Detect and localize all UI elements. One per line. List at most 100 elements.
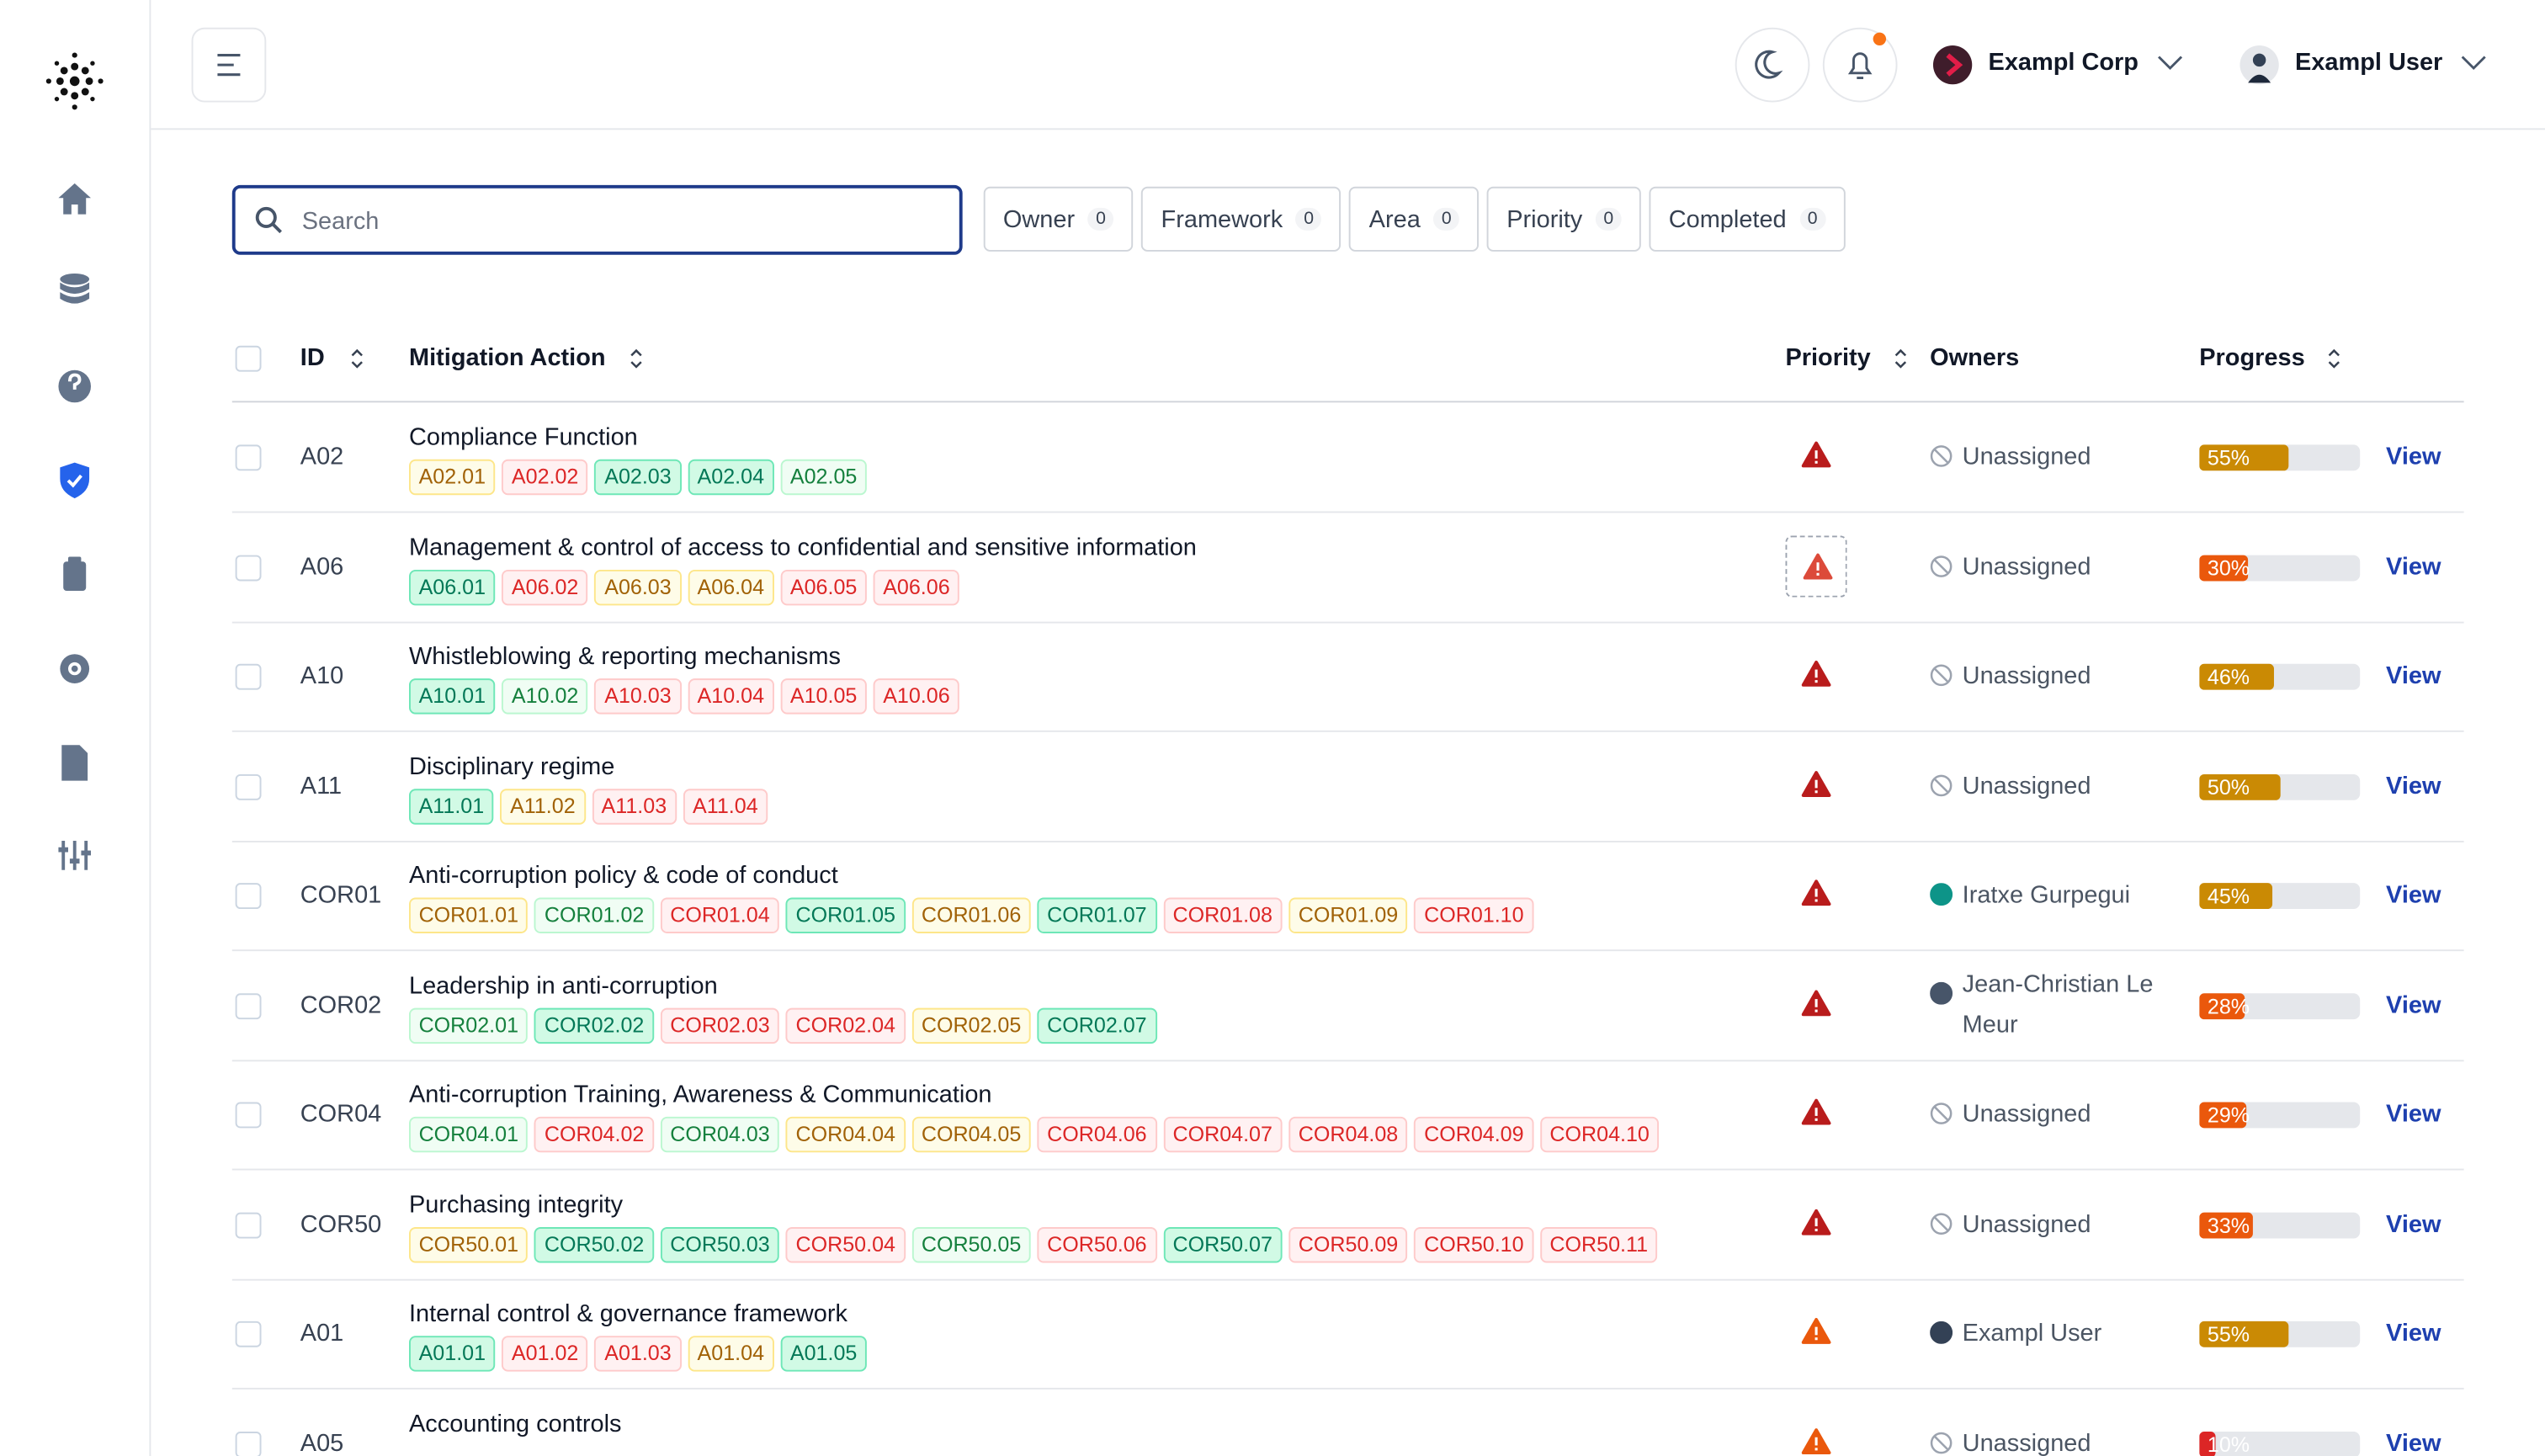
tag[interactable]: COR04.04 — [785, 1116, 906, 1153]
tag[interactable]: A01.05 — [780, 1336, 867, 1372]
tag[interactable]: A10.06 — [873, 678, 960, 715]
select-all[interactable] — [235, 345, 262, 372]
tag[interactable]: COR50.05 — [911, 1226, 1031, 1262]
tag[interactable]: A01.02 — [502, 1336, 588, 1372]
row-title[interactable]: Purchasing integrity — [409, 1190, 624, 1219]
row-title[interactable]: Disciplinary regime — [409, 752, 615, 780]
tag[interactable]: COR04.05 — [911, 1116, 1031, 1153]
tag[interactable]: COR01.04 — [660, 897, 780, 933]
tag[interactable]: COR50.04 — [785, 1226, 906, 1262]
filter-button[interactable]: Framework 0 — [1141, 186, 1342, 252]
tag[interactable]: COR04.02 — [534, 1116, 654, 1153]
tag[interactable]: A11.01 — [409, 788, 494, 824]
search-box[interactable]: Search — [231, 184, 963, 255]
row-title[interactable]: Anti-corruption Training, Awareness & Co… — [409, 1081, 992, 1109]
tag[interactable]: COR04.06 — [1037, 1116, 1157, 1153]
row-title[interactable]: Accounting controls — [409, 1409, 622, 1437]
tag[interactable]: A01.04 — [687, 1336, 774, 1372]
nav-icons[interactable] — [56, 178, 94, 925]
tag[interactable]: COR04.01 — [409, 1116, 529, 1153]
row-title[interactable]: Management & control of access to confid… — [409, 533, 1197, 561]
tag[interactable]: A06.05 — [780, 568, 867, 605]
chevron[interactable] — [2461, 56, 2487, 72]
tag[interactable]: A01.03 — [594, 1336, 682, 1372]
theme-toggle[interactable] — [1735, 27, 1810, 103]
row-checkbox[interactable] — [235, 554, 262, 581]
tag[interactable]: COR04.09 — [1414, 1116, 1534, 1153]
tag[interactable]: A02.03 — [594, 459, 682, 496]
sort-icon[interactable] — [2326, 348, 2342, 370]
tag[interactable]: A10.03 — [594, 678, 682, 715]
tag[interactable]: COR02.04 — [785, 1007, 906, 1044]
filter-button[interactable]: Area 0 — [1349, 186, 1480, 252]
user-name[interactable]: Exampl User — [2295, 48, 2443, 77]
tag[interactable]: COR50.11 — [1539, 1226, 1658, 1262]
view-link[interactable]: View — [2386, 991, 2441, 1019]
col-priority[interactable]: Priority — [1785, 343, 1871, 372]
chevron[interactable] — [2157, 56, 2183, 72]
row-checkbox[interactable] — [235, 663, 262, 690]
tag[interactable]: A06.01 — [409, 568, 496, 605]
tag[interactable]: A10.01 — [409, 678, 496, 715]
tag[interactable]: COR02.05 — [911, 1007, 1031, 1044]
col-id[interactable]: ID — [300, 343, 325, 372]
row-checkbox[interactable] — [235, 1431, 262, 1456]
notifications[interactable] — [1822, 27, 1898, 103]
tag[interactable]: COR02.01 — [409, 1007, 529, 1044]
tag[interactable]: A10.02 — [502, 678, 588, 715]
tag[interactable]: A06.02 — [502, 568, 588, 605]
tag[interactable]: COR50.06 — [1037, 1226, 1157, 1262]
row-checkbox[interactable] — [235, 773, 262, 800]
row-checkbox[interactable] — [235, 992, 262, 1019]
row-title[interactable]: Compliance Function — [409, 423, 638, 452]
view-link[interactable]: View — [2386, 1429, 2441, 1456]
view-link[interactable]: View — [2386, 662, 2441, 690]
tag[interactable]: COR50.01 — [409, 1226, 529, 1262]
filter-button[interactable]: Completed 0 — [1649, 186, 1846, 252]
sort-icon[interactable] — [1893, 348, 1909, 370]
col-progress[interactable]: Progress — [2199, 343, 2305, 372]
tag[interactable]: COR01.07 — [1037, 897, 1157, 933]
tag[interactable]: A10.04 — [687, 678, 774, 715]
tag[interactable]: COR01.09 — [1288, 897, 1408, 933]
tag[interactable]: A01.01 — [409, 1336, 496, 1372]
view-link[interactable]: View — [2386, 443, 2441, 471]
tag[interactable]: A11.02 — [500, 788, 586, 824]
row-checkbox[interactable] — [235, 444, 262, 471]
tag[interactable]: COR01.05 — [785, 897, 906, 933]
col-action[interactable]: Mitigation Action — [409, 343, 606, 372]
view-link[interactable]: View — [2386, 881, 2441, 910]
tag[interactable]: COR01.01 — [409, 897, 529, 933]
tag[interactable]: COR50.03 — [660, 1226, 780, 1262]
menu-button[interactable] — [191, 27, 267, 103]
tag[interactable]: COR50.07 — [1162, 1226, 1283, 1262]
tag[interactable]: COR01.06 — [911, 897, 1031, 933]
view-link[interactable]: View — [2386, 552, 2441, 581]
tag[interactable]: COR01.08 — [1162, 897, 1283, 933]
view-link[interactable]: View — [2386, 1319, 2441, 1347]
row-title[interactable]: Internal control & governance framework — [409, 1299, 848, 1328]
org-name[interactable]: Exampl Corp — [1988, 48, 2139, 77]
tag[interactable]: A06.03 — [594, 568, 682, 605]
tag[interactable]: A11.03 — [591, 788, 677, 824]
tag[interactable]: COR02.07 — [1037, 1007, 1157, 1044]
row-checkbox[interactable] — [235, 883, 262, 910]
row-checkbox[interactable] — [235, 1320, 262, 1347]
sort-icon[interactable] — [349, 348, 365, 370]
row-title[interactable]: Anti-corruption policy & code of conduct — [409, 862, 838, 890]
tag[interactable]: A06.04 — [687, 568, 774, 605]
tag[interactable]: COR02.03 — [660, 1007, 780, 1044]
view-link[interactable]: View — [2386, 772, 2441, 800]
tag[interactable]: COR01.02 — [534, 897, 654, 933]
tag[interactable]: COR04.07 — [1162, 1116, 1283, 1153]
filter-button[interactable]: Priority 0 — [1487, 186, 1641, 252]
tag[interactable]: COR50.09 — [1288, 1226, 1408, 1262]
tag[interactable]: COR01.10 — [1414, 897, 1534, 933]
sort-icon[interactable] — [628, 348, 644, 370]
tag[interactable]: COR02.02 — [534, 1007, 654, 1044]
tag[interactable]: COR04.10 — [1539, 1116, 1660, 1153]
tag[interactable]: A06.06 — [873, 568, 960, 605]
row-title[interactable]: Whistleblowing & reporting mechanisms — [409, 642, 841, 671]
tag[interactable]: A11.04 — [683, 788, 768, 824]
view-link[interactable]: View — [2386, 1209, 2441, 1238]
